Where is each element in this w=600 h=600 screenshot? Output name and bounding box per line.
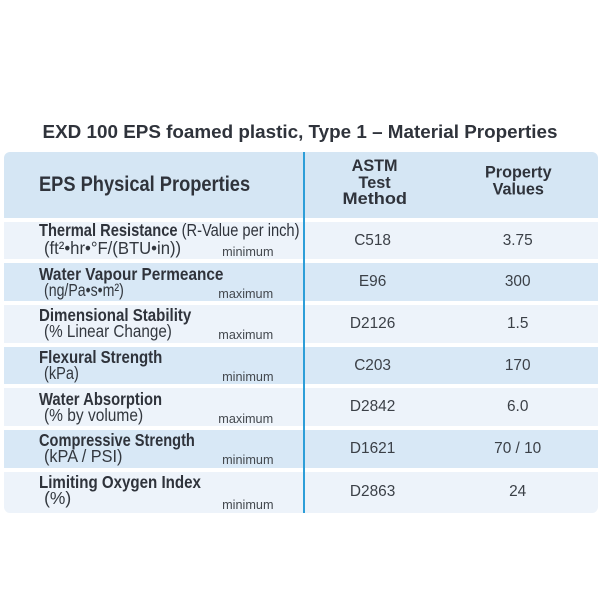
property-value-cell: 24	[509, 483, 527, 501]
table-header-row: EPS Physical Properties ASTM Test Method…	[4, 149, 598, 218]
qualifier-label: maximum	[218, 410, 273, 426]
astm-method-cell: D2126	[349, 314, 396, 332]
property-name-cell: Compressive Strength (kPA / PSI) minimum	[4, 430, 303, 468]
property-value-cell: 300	[504, 273, 531, 291]
qualifier-label: minimum	[221, 243, 273, 259]
property-unit: (% by volume)	[44, 404, 144, 425]
header-astm-test-method: ASTM Test Method	[308, 150, 442, 216]
property-name-cell: Thermal Resistance (R-Value per inch) (f…	[4, 220, 303, 260]
astm-method-cell: C518	[354, 231, 391, 249]
table-row: Water Absorption (% by volume) maximum D…	[4, 388, 598, 426]
page-title: EXD 100 EPS foamed plastic, Type 1 – Mat…	[42, 121, 558, 143]
properties-table: EPS Physical Properties ASTM Test Method…	[4, 149, 598, 513]
property-value-cell: 3.75	[502, 231, 533, 249]
astm-method-cell: C203	[354, 356, 391, 374]
header-property-values: Property Values	[440, 149, 596, 215]
qualifier-label: minimum	[221, 452, 273, 468]
property-name-cell: Water Absorption (% by volume) maximum	[4, 388, 303, 426]
header-values-line: Values	[492, 180, 544, 199]
header-astm-line: ASTM	[351, 157, 398, 176]
property-name-cell: Limiting Oxygen Index (%) minimum	[4, 472, 303, 513]
property-label: Water Absorption	[39, 388, 163, 409]
property-value-cell: 6.0	[506, 398, 529, 416]
astm-method-cell: D2842	[349, 398, 396, 416]
astm-method-cell: E96	[358, 273, 387, 291]
header-astm-line: Test	[358, 173, 391, 192]
property-value-cell: 70 / 10	[494, 439, 542, 457]
qualifier-label: minimum	[221, 497, 273, 513]
table-row: Dimensional Stability (% Linear Change) …	[4, 305, 598, 343]
property-unit: (ng/Pa•s•m²)	[44, 279, 124, 300]
header-astm-line: Method	[342, 190, 407, 209]
qualifier-label: maximum	[218, 285, 273, 301]
property-label: Flexural Strength	[39, 346, 163, 367]
property-unit: (kPa)	[44, 363, 79, 384]
property-name-cell: Dimensional Stability (% Linear Change) …	[4, 305, 303, 343]
property-unit: (%)	[44, 488, 72, 509]
property-value-cell: 1.5	[506, 314, 529, 332]
table-row: Compressive Strength (kPA / PSI) minimum…	[4, 430, 598, 468]
property-name-cell: Flexural Strength (kPa) minimum	[4, 347, 303, 385]
property-label: Dimensional Stability	[39, 305, 192, 326]
qualifier-label: minimum	[221, 368, 273, 384]
property-value-cell: 170	[504, 356, 531, 374]
property-label: Thermal Resistance (R-Value per inch)	[39, 220, 300, 241]
property-label: Water Vapour Permeance	[39, 263, 224, 284]
property-unit: (kPA / PSI)	[44, 446, 123, 467]
qualifier-label: maximum	[218, 327, 273, 343]
property-name-cell: Water Vapour Permeance (ng/Pa•s•m²) maxi…	[4, 263, 303, 301]
astm-method-cell: D1621	[349, 439, 396, 457]
table-row: Water Vapour Permeance (ng/Pa•s•m²) maxi…	[4, 263, 598, 302]
table-row: Limiting Oxygen Index (%) minimum D2863 …	[4, 471, 598, 513]
table-row: Flexural Strength (kPa) minimum C203 170	[4, 346, 598, 385]
header-values-line: Property	[485, 163, 552, 182]
column-divider-line	[303, 152, 306, 513]
property-unit: (ft²•hr•°F/(BTU•in))	[44, 238, 182, 259]
property-unit: (% Linear Change)	[44, 321, 172, 342]
table-row: Thermal Resistance (R-Value per inch) (f…	[4, 220, 598, 260]
property-label: Compressive Strength	[39, 430, 196, 451]
astm-method-cell: D2863	[349, 483, 396, 501]
property-label: Limiting Oxygen Index	[39, 471, 202, 492]
header-physical-properties: EPS Physical Properties	[39, 172, 251, 196]
